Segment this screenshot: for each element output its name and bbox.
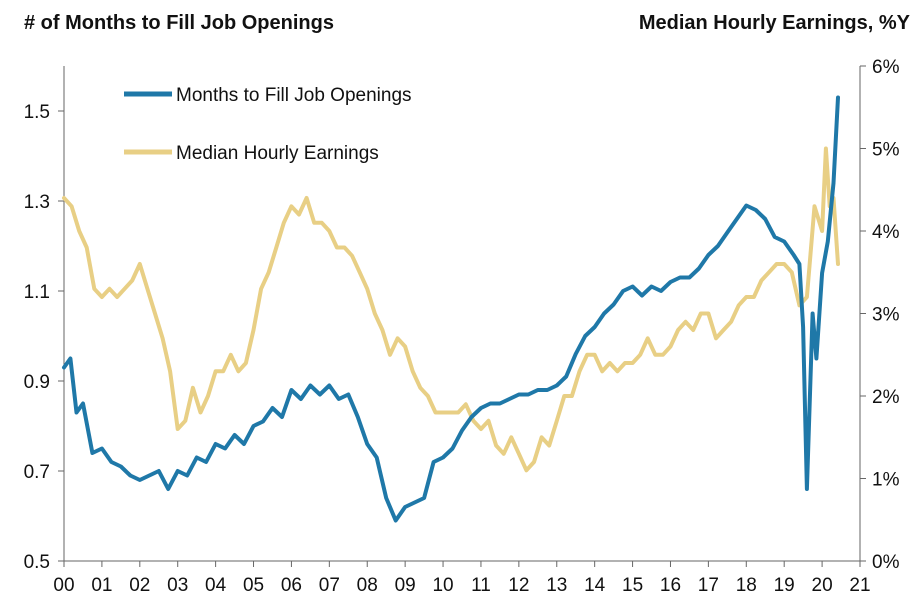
- right-tick-label-2: 2%: [872, 387, 900, 408]
- x-tick-label-14: 14: [584, 575, 606, 596]
- left-tick-label-1-1: 1.1: [24, 282, 50, 303]
- left-tick-label-1-5: 1.5: [24, 102, 50, 123]
- x-tick-label-19: 19: [774, 575, 795, 596]
- x-tick-label-13: 13: [546, 575, 567, 596]
- right-tick-label-5: 5%: [872, 140, 900, 161]
- series-line-months-to-fill-job-openings: [62, 95, 840, 523]
- x-tick-label-06: 06: [281, 575, 302, 596]
- x-tick-label-11: 11: [471, 575, 491, 596]
- x-tick-label-01: 01: [91, 575, 112, 596]
- x-tick-label-18: 18: [736, 575, 757, 596]
- legend-label-median-hourly-earnings: Median Hourly Earnings: [176, 143, 379, 164]
- x-tick-label-17: 17: [698, 575, 719, 596]
- x-tick-label-12: 12: [508, 575, 529, 596]
- left-tick-label-0-9: 0.9: [24, 372, 50, 393]
- x-tick-label-07: 07: [319, 575, 340, 596]
- left-tick-label-0-7: 0.7: [24, 462, 50, 483]
- series-line-median-hourly-earnings: [62, 146, 840, 473]
- left-tick-label-1-3: 1.3: [24, 192, 50, 213]
- x-tick-label-05: 05: [243, 575, 264, 596]
- right-tick-label-4: 4%: [872, 222, 900, 243]
- x-tick-label-15: 15: [622, 575, 643, 596]
- right-tick-label-0: 0%: [872, 552, 900, 573]
- x-tick-label-16: 16: [660, 575, 681, 596]
- right-tick-label-1: 1%: [872, 470, 900, 491]
- right-axis-title: Median Hourly Earnings, %Y: [638, 12, 910, 34]
- right-tick-label-3: 3%: [872, 305, 900, 326]
- x-tick-label-09: 09: [395, 575, 416, 596]
- x-tick-label-21: 21: [849, 575, 870, 596]
- x-tick-label-08: 08: [357, 575, 378, 596]
- legend: Months to Fill Job Openings Median Hourl…: [124, 85, 412, 164]
- x-tick-label-02: 02: [129, 575, 150, 596]
- x-tick-label-20: 20: [812, 575, 833, 596]
- legend-label-months-to-fill: Months to Fill Job Openings: [176, 85, 412, 106]
- left-tick-label-0-5: 0.5: [24, 552, 50, 573]
- x-tick-label-00: 00: [53, 575, 74, 596]
- x-tick-label-04: 04: [205, 575, 227, 596]
- axes-group: 00 01 02 03 04 05 06 07 08 09 10 11 12 13 14 15 16 17 18 19…: [24, 57, 900, 596]
- series-group: [62, 95, 840, 523]
- x-tick-label-03: 03: [167, 575, 188, 596]
- right-tick-label-6: 6%: [872, 57, 900, 78]
- left-axis-title: # of Months to Fill Job Openings: [24, 12, 334, 34]
- x-tick-label-10: 10: [432, 575, 453, 596]
